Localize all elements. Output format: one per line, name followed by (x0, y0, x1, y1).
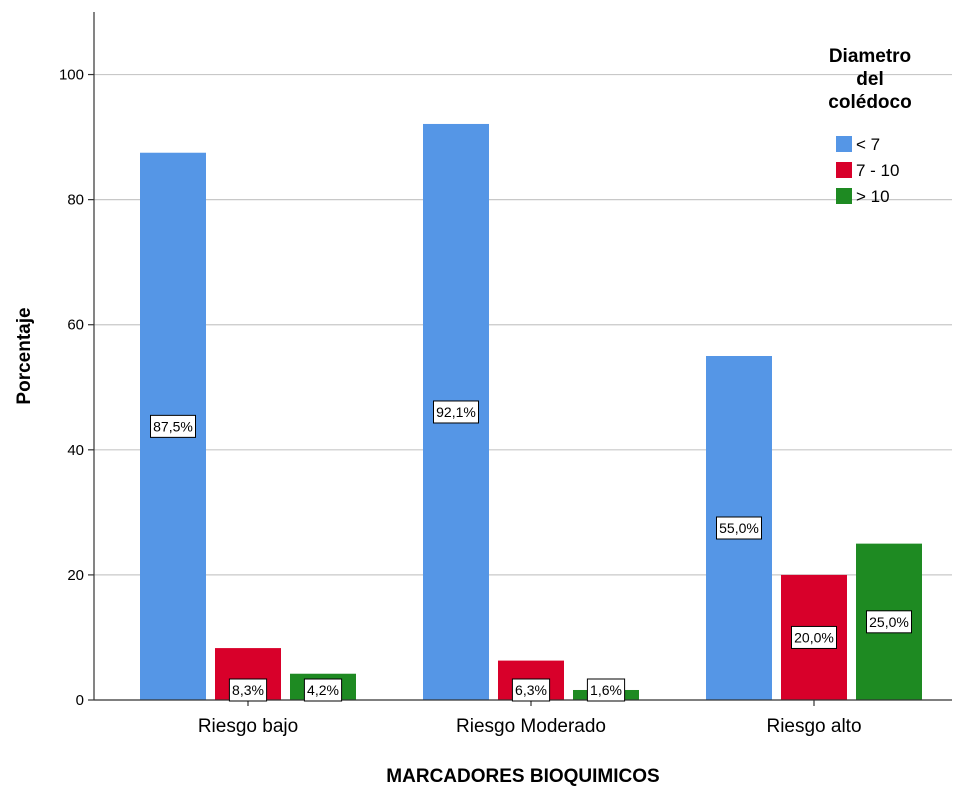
x-tick-labels: Riesgo bajo Riesgo Moderado Riesgo alto (198, 700, 862, 737)
y-tick-label: 60 (67, 317, 84, 334)
data-label: 55,0% (719, 520, 759, 536)
y-axis-title: Porcentaje (14, 307, 35, 404)
legend-swatch (836, 136, 852, 152)
data-label: 6,3% (515, 682, 547, 698)
legend-title-line-2: del (856, 69, 883, 90)
data-label-box (433, 400, 479, 424)
data-label-box (791, 625, 837, 649)
data-label: 4,2% (307, 682, 339, 698)
x-tick-label: Riesgo bajo (198, 716, 298, 737)
legend-items: < 7 7 - 10 > 10 (836, 135, 899, 206)
legend-title-line-1: Diametro (829, 46, 911, 67)
legend-label: < 7 (856, 135, 880, 154)
y-tick-label: 20 (67, 567, 84, 584)
gridlines (94, 73, 952, 576)
data-label-box (150, 414, 196, 438)
data-label: 1,6% (590, 682, 622, 698)
data-label-box (586, 678, 626, 702)
data-label: 87,5% (153, 418, 193, 434)
data-label-box (866, 610, 912, 634)
x-axis-title: MARCADORES BIOQUIMICOS (386, 766, 659, 787)
x-tick-label: Riesgo alto (766, 716, 861, 737)
y-tick-label: 40 (67, 442, 84, 459)
data-label-box (716, 516, 762, 540)
legend-label: > 10 (856, 187, 890, 206)
y-tick-labels: 0 20 40 60 80 100 (59, 67, 94, 709)
data-labels: 87,5% 8,3% 4,2% 92,1% 6,3% 1,6% 55,0% 20,0% 25,0… (150, 400, 912, 702)
data-label-box (303, 678, 343, 702)
bars (140, 123, 922, 700)
data-label: 8,3% (232, 682, 264, 698)
data-label-box (228, 678, 268, 702)
data-label: 92,1% (436, 404, 476, 420)
legend-swatch (836, 162, 852, 178)
y-tick-label: 80 (67, 192, 84, 209)
y-tick-label: 100 (59, 67, 84, 84)
legend-title-line-3: colédoco (828, 92, 911, 113)
data-label-box (511, 678, 551, 702)
data-label: 25,0% (869, 614, 909, 630)
y-tick-label: 0 (76, 692, 84, 709)
x-tick-label: Riesgo Moderado (456, 716, 606, 737)
legend-label: 7 - 10 (856, 161, 899, 180)
legend: Diametro del colédoco < 7 7 - 10 > 10 (828, 46, 911, 206)
data-label: 20,0% (794, 629, 834, 645)
legend-swatch (836, 188, 852, 204)
